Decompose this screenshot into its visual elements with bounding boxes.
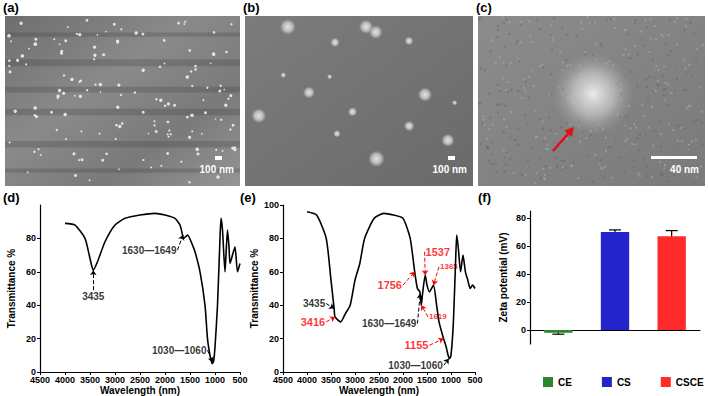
svg-text:1155: 1155	[405, 339, 429, 351]
svg-text:3435: 3435	[82, 291, 105, 302]
svg-text:2500: 2500	[130, 375, 150, 385]
svg-text:1000: 1000	[205, 375, 225, 385]
svg-text:4000: 4000	[297, 375, 317, 385]
svg-text:1537: 1537	[426, 246, 450, 258]
svg-text:1630—1649: 1630—1649	[362, 318, 417, 329]
svg-text:500: 500	[467, 375, 482, 385]
svg-text:80: 80	[26, 233, 36, 243]
svg-text:2000: 2000	[393, 375, 413, 385]
svg-text:0: 0	[274, 367, 279, 377]
svg-text:1500: 1500	[180, 375, 200, 385]
svg-text:100 nm: 100 nm	[433, 164, 468, 175]
svg-text:1756: 1756	[378, 279, 402, 291]
svg-text:(d): (d)	[3, 190, 20, 205]
svg-text:40: 40	[26, 300, 36, 310]
svg-text:CE: CE	[558, 377, 572, 388]
svg-text:Zeta potential (mV): Zeta potential (mV)	[498, 232, 509, 322]
svg-text:40 nm: 40 nm	[670, 164, 699, 175]
svg-text:4500: 4500	[273, 375, 293, 385]
svg-text:3416: 3416	[301, 316, 325, 328]
svg-text:40: 40	[269, 300, 279, 310]
svg-text:100 nm: 100 nm	[200, 164, 235, 175]
svg-text:2000: 2000	[155, 375, 175, 385]
svg-text:1030—1060: 1030—1060	[388, 360, 443, 371]
svg-text:Wavelength (nm): Wavelength (nm)	[339, 385, 419, 396]
svg-text:20: 20	[269, 334, 279, 344]
svg-text:CS: CS	[617, 377, 631, 388]
svg-text:80: 80	[269, 233, 279, 243]
svg-text:3500: 3500	[321, 375, 341, 385]
svg-text:(f): (f)	[478, 190, 491, 205]
svg-text:1630—1649: 1630—1649	[122, 245, 177, 256]
svg-text:1365: 1365	[440, 262, 458, 272]
svg-text:(b): (b)	[243, 0, 260, 15]
svg-text:60: 60	[516, 241, 526, 251]
svg-text:1000: 1000	[441, 375, 461, 385]
svg-text:1619: 1619	[429, 312, 447, 322]
svg-text:20: 20	[26, 334, 36, 344]
svg-text:Transmittance %: Transmittance %	[6, 249, 17, 329]
svg-text:4000: 4000	[55, 375, 75, 385]
svg-text:(e): (e)	[240, 190, 256, 205]
svg-text:40: 40	[516, 269, 526, 279]
svg-text:60: 60	[26, 267, 36, 277]
svg-text:80: 80	[516, 213, 526, 223]
svg-text:1030—1060: 1030—1060	[152, 345, 207, 356]
svg-text:20: 20	[516, 297, 526, 307]
svg-text:CSCE: CSCE	[676, 377, 704, 388]
svg-text:0: 0	[521, 325, 526, 335]
svg-text:500: 500	[232, 375, 247, 385]
svg-text:3435: 3435	[303, 298, 326, 309]
svg-text:3000: 3000	[345, 375, 365, 385]
svg-text:1500: 1500	[417, 375, 437, 385]
svg-text:3000: 3000	[105, 375, 125, 385]
svg-text:Wavelength (nm): Wavelength (nm)	[100, 385, 180, 396]
svg-text:100: 100	[264, 200, 279, 210]
svg-text:3500: 3500	[80, 375, 100, 385]
svg-text:0: 0	[31, 367, 36, 377]
svg-text:4500: 4500	[30, 375, 50, 385]
svg-text:Transmittance %: Transmittance %	[249, 249, 260, 329]
svg-text:(a): (a)	[3, 0, 19, 15]
svg-text:(c): (c)	[476, 0, 492, 15]
svg-text:60: 60	[269, 267, 279, 277]
svg-text:2500: 2500	[369, 375, 389, 385]
